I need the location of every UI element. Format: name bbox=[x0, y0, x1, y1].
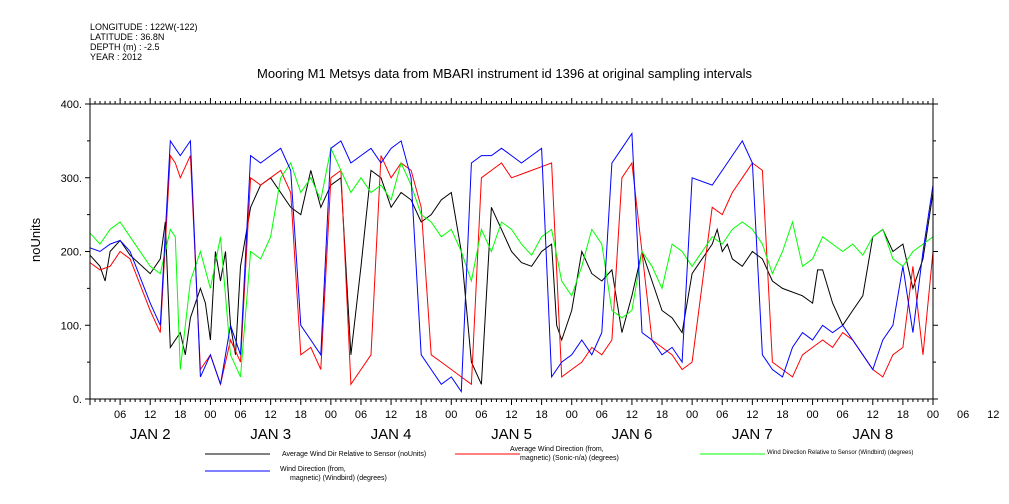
day-label: JAN 5 bbox=[491, 426, 532, 443]
series-layer bbox=[89, 131, 934, 394]
x-tick-label: 06 bbox=[234, 409, 246, 421]
day-label: JAN 6 bbox=[611, 426, 652, 443]
latitude-text: LATITUDE : 36.8N bbox=[90, 32, 165, 42]
legend-item-blue-line2: magnetic) (Windbird) (degrees) bbox=[290, 475, 387, 482]
x-tick-label: 00 bbox=[204, 409, 216, 421]
x-tick-label: 12 bbox=[144, 409, 156, 421]
x-tick-label: 00 bbox=[927, 409, 939, 421]
y-tick-label: 100. bbox=[61, 320, 82, 332]
y-tick-label: 0. bbox=[73, 394, 82, 406]
x-tick-label: 06 bbox=[475, 409, 487, 421]
x-tick-label: 00 bbox=[325, 409, 337, 421]
legend-item-blue-line1: Wind Direction (from, bbox=[280, 466, 346, 473]
x-tick-label: 12 bbox=[867, 409, 879, 421]
x-tick-label: 00 bbox=[806, 409, 818, 421]
x-tick-label: 06 bbox=[355, 409, 367, 421]
legend-item-green: Wind Direction Relative to Sensor (Windb… bbox=[767, 450, 914, 456]
x-tick-label: 18 bbox=[776, 409, 788, 421]
x-tick-label: 06 bbox=[837, 409, 849, 421]
legend-item-red-line1: Average Wind Direction (from, bbox=[510, 446, 604, 453]
day-label: JAN 2 bbox=[130, 426, 171, 443]
year-text: YEAR : 2012 bbox=[90, 52, 143, 62]
x-tick-label: 12 bbox=[265, 409, 277, 421]
y-tick-label: 400. bbox=[61, 99, 82, 111]
day-label: JAN 7 bbox=[732, 426, 773, 443]
x-tick-label: 06 bbox=[114, 409, 126, 421]
x-tick-label: 00 bbox=[566, 409, 578, 421]
series-line-2 bbox=[89, 154, 934, 387]
day-label: JAN 8 bbox=[852, 426, 893, 443]
series-line-4 bbox=[89, 131, 934, 394]
legend-item-red-line2: magnetic) (Sonic-n/a) (degrees) bbox=[520, 455, 619, 462]
x-tick-label: 06 bbox=[596, 409, 608, 421]
legend-item-black: Average Wind Dir Relative to Sensor (noU… bbox=[282, 451, 427, 458]
x-tick-label: 18 bbox=[656, 409, 668, 421]
metadata-block: LONGITUDE : 122W(-122) LATITUDE : 36.8N … bbox=[90, 22, 198, 62]
x-tick-label: 12 bbox=[385, 409, 397, 421]
x-tick-label: 12 bbox=[746, 409, 758, 421]
day-label: JAN 3 bbox=[250, 426, 291, 443]
chart-title: Mooring M1 Metsys data from MBARI instru… bbox=[257, 66, 752, 81]
x-tick-label: 06 bbox=[957, 409, 969, 421]
x-tick-label: 18 bbox=[295, 409, 307, 421]
x-tick-label: 12 bbox=[626, 409, 638, 421]
series-line-1 bbox=[89, 169, 934, 385]
x-tick-label: 00 bbox=[445, 409, 457, 421]
longitude-text: LONGITUDE : 122W(-122) bbox=[90, 22, 198, 32]
x-tick-label: 18 bbox=[897, 409, 909, 421]
x-tick-label: 18 bbox=[535, 409, 547, 421]
series-line-3 bbox=[89, 146, 934, 378]
y-tick-label: 200. bbox=[61, 247, 82, 259]
x-tick-label: 12 bbox=[505, 409, 517, 421]
axis-layer: 0. 100. 200. 300. 400. 06 12 18 00 06 12 18 00 06 12 18… bbox=[61, 98, 999, 443]
y-tick-label: 300. bbox=[61, 173, 82, 185]
depth-text: DEPTH (m) : -2.5 bbox=[90, 42, 160, 52]
x-tick-label: 18 bbox=[174, 409, 186, 421]
day-label: JAN 4 bbox=[371, 426, 412, 443]
x-tick-label: 18 bbox=[415, 409, 427, 421]
x-tick-label: 12 bbox=[987, 409, 999, 421]
x-tick-label: 00 bbox=[686, 409, 698, 421]
x-tick-label: 06 bbox=[716, 409, 728, 421]
